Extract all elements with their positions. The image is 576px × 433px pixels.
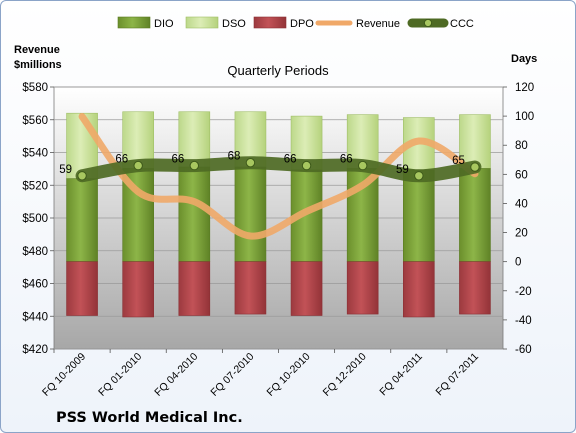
- legend-swatch-dio: [117, 16, 151, 29]
- bar-dio: [234, 166, 267, 262]
- right-tick-label: 40: [515, 198, 528, 210]
- legend-item-dio: DIO: [117, 16, 174, 30]
- ccc-point: [245, 157, 256, 168]
- x-tick-label: FQ 10-2010: [265, 351, 313, 399]
- right-axis-label: Days: [511, 53, 537, 65]
- bar-dio: [66, 178, 98, 262]
- x-tick-label: FQ 01-2010: [96, 351, 144, 399]
- bar-dso: [178, 111, 211, 168]
- ccc-data-label: 68: [228, 151, 241, 163]
- left-tick-label: $420: [22, 344, 48, 356]
- legend-label-dso: DSO: [222, 18, 246, 30]
- ccc-data-label: 66: [172, 154, 185, 166]
- legend-item-dpo: DPO: [253, 16, 314, 30]
- bar-dpo: [346, 261, 379, 315]
- legend-item-ccc: CCC: [407, 18, 474, 30]
- left-axis-label-line2: $millions: [14, 59, 62, 71]
- legend-label-revenue: Revenue: [356, 18, 400, 30]
- left-axis-ticks: $580 $560 $540 $520 $500 $480 $460 $440 $420: [22, 82, 54, 356]
- bar-dio: [459, 168, 491, 262]
- bar-dpo: [459, 261, 491, 315]
- bar-dio: [403, 169, 435, 262]
- ccc-point: [470, 162, 480, 172]
- left-axis-label-line1: Revenue: [14, 44, 60, 56]
- left-tick-label: $540: [22, 148, 48, 160]
- x-tick-label: FQ 12-2010: [321, 351, 369, 399]
- legend-label-ccc: CCC: [450, 18, 474, 30]
- bar-dpo: [234, 261, 267, 315]
- bar-dpo: [403, 261, 435, 318]
- bar-dpo: [290, 261, 323, 316]
- ccc-data-label: 65: [452, 155, 465, 167]
- bar-dso: [459, 114, 491, 169]
- bar-dio: [178, 166, 211, 262]
- right-tick-label: 100: [515, 111, 534, 123]
- legend: DIO DSO DPO Revenue CCC: [117, 16, 474, 30]
- lines-group: [75, 112, 482, 240]
- right-tick-label: 60: [515, 169, 528, 181]
- x-tick-label: FQ 07-2011: [433, 351, 481, 399]
- bar-dpo: [66, 261, 98, 316]
- ccc-labels-group: 59 66 66 68 66 66 59 65: [59, 151, 465, 176]
- left-tick-label: $580: [22, 82, 48, 94]
- x-tick-label: FQ 10-2009: [40, 351, 88, 399]
- x-tick-label: FQ 04-2011: [377, 351, 425, 399]
- x-axis-ticks: FQ 10-2009 FQ 01-2010 FQ 04-2010 FQ 07-2010…: [40, 349, 481, 399]
- ccc-point: [133, 160, 143, 171]
- x-tick-label: FQ 07-2010: [208, 351, 256, 399]
- right-axis-ticks: 120 100 80 60 40 20 0 -20 -40 -60: [503, 82, 534, 356]
- ccc-point: [77, 171, 87, 181]
- ccc-point: [357, 160, 368, 171]
- right-tick-label: 20: [515, 228, 528, 240]
- left-tick-label: $460: [22, 279, 48, 291]
- ccc-point: [189, 160, 200, 171]
- bar-dpo: [122, 261, 154, 318]
- left-tick-label: $480: [22, 246, 48, 258]
- bar-dpo: [178, 261, 211, 316]
- left-tick-label: $520: [22, 180, 48, 192]
- right-tick-label: -60: [515, 344, 532, 356]
- left-tick-label: $440: [22, 311, 48, 323]
- ccc-data-label: 66: [340, 154, 353, 166]
- x-tick-label: FQ 04-2010: [152, 351, 200, 399]
- ccc-line: [75, 156, 482, 183]
- right-tick-label: -40: [515, 315, 532, 327]
- company-name: PSS World Medical Inc.: [56, 410, 243, 426]
- legend-swatch-ccc-point: [423, 18, 433, 28]
- legend-label-dpo: DPO: [290, 18, 314, 30]
- legend-label-dio: DIO: [154, 18, 174, 30]
- ccc-data-label: 66: [115, 154, 128, 166]
- ccc-data-label: 59: [396, 164, 409, 176]
- ccc-point: [301, 160, 312, 171]
- ccc-data-label: 66: [284, 154, 297, 166]
- right-tick-label: 0: [515, 257, 521, 269]
- right-tick-label: 80: [515, 140, 528, 152]
- legend-swatch-dso: [185, 16, 219, 29]
- revenue-line: [78, 112, 479, 240]
- left-tick-label: $560: [22, 115, 48, 127]
- legend-swatch-dpo: [253, 16, 287, 29]
- chart-title: Quarterly Periods: [227, 63, 329, 78]
- ccc-data-label: 59: [59, 164, 72, 176]
- legend-item-revenue: Revenue: [315, 18, 400, 30]
- right-tick-label: 120: [515, 82, 534, 94]
- ccc-point: [414, 171, 424, 181]
- right-tick-label: -20: [515, 286, 532, 298]
- legend-item-dso: DSO: [185, 16, 246, 30]
- left-tick-label: $500: [22, 213, 48, 225]
